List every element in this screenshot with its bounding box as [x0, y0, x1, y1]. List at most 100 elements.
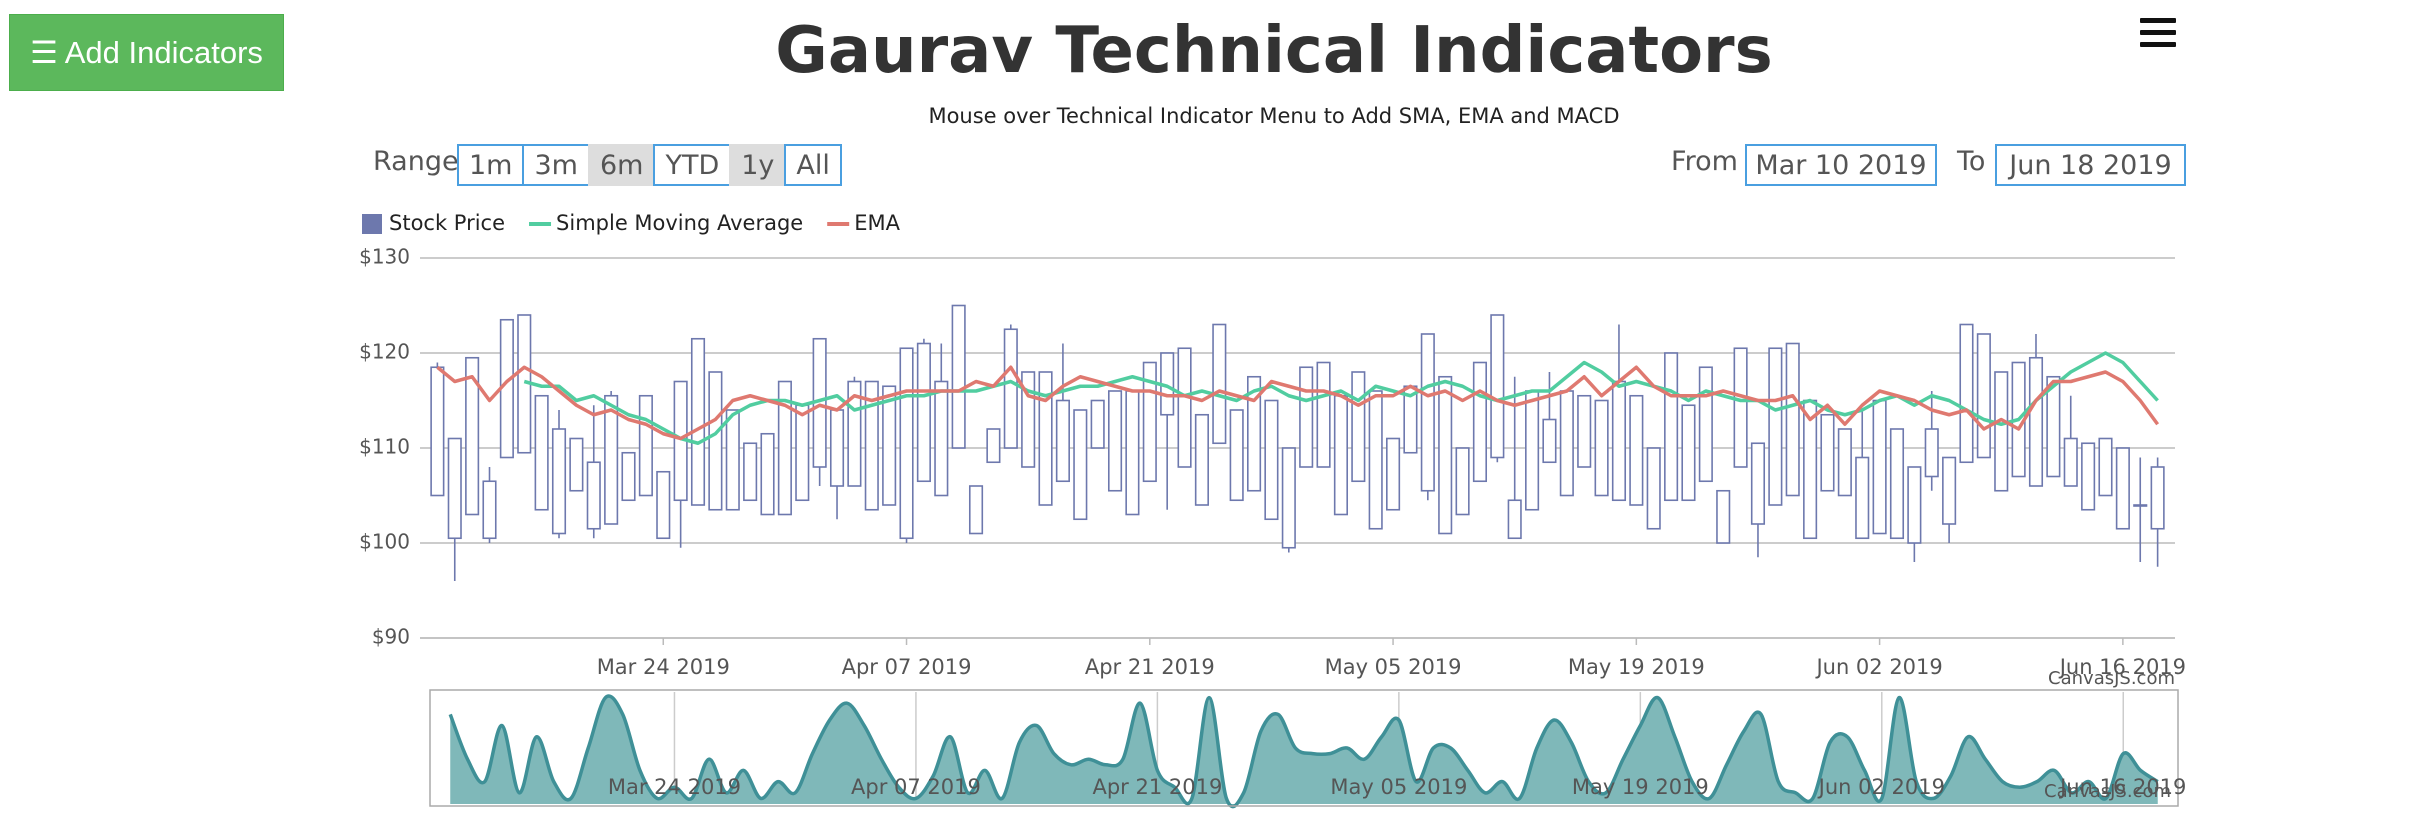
- x-tick-label: Jun 02 2019: [1814, 655, 1942, 679]
- x-tick-label: Apr 07 2019: [842, 655, 972, 679]
- navigator-tick-label: Apr 21 2019: [1092, 775, 1222, 799]
- y-tick-label: $130: [359, 245, 410, 269]
- candle-body: [1525, 390, 1540, 511]
- candle-body: [708, 371, 723, 511]
- candle-body: [1785, 342, 1800, 497]
- candle-body: [1559, 390, 1574, 497]
- candle-body: [986, 428, 1001, 464]
- x-tick-label: May 05 2019: [1325, 655, 1462, 679]
- candle-body: [1994, 371, 2009, 492]
- candle-body: [1264, 399, 1279, 521]
- candle-body: [1837, 428, 1852, 497]
- candle-body: [1664, 352, 1679, 502]
- candle-body: [1038, 371, 1053, 506]
- legend-label: Simple Moving Average: [556, 211, 803, 235]
- candle-body: [725, 409, 740, 511]
- candle-body: [1368, 390, 1383, 530]
- candle-body: [1490, 314, 1505, 459]
- legend-marker: [362, 214, 382, 234]
- range-button[interactable]: All: [784, 144, 842, 186]
- candle-body: [968, 485, 984, 535]
- y-tick-label: $100: [359, 530, 410, 554]
- candle-body: [1907, 466, 1922, 544]
- candle-body: [1872, 399, 1887, 535]
- candle-body: [777, 380, 792, 516]
- chart-title: Gaurav Technical Indicators: [775, 14, 1773, 88]
- candle-body: [2081, 442, 2096, 511]
- candle-body: [1681, 404, 1696, 502]
- candle-body: [1003, 328, 1018, 449]
- navigator-tick-label: May 05 2019: [1330, 775, 1467, 799]
- candle-body: [1542, 418, 1557, 464]
- range-button[interactable]: 1y: [729, 144, 787, 186]
- candle-body: [1125, 390, 1140, 516]
- candle-body: [604, 394, 619, 525]
- y-tick-label: $90: [372, 625, 410, 649]
- x-tick-label: Jun 16 2019: [2058, 655, 2186, 679]
- candle-body: [534, 394, 549, 511]
- candle-body: [1820, 413, 1835, 492]
- candle-body: [1247, 375, 1262, 492]
- candle-body: [2046, 375, 2061, 478]
- candle-body: [1333, 394, 1348, 516]
- candle-body: [569, 437, 584, 492]
- candle-body: [864, 380, 879, 511]
- candle-body: [2028, 356, 2044, 487]
- candle-body: [1299, 366, 1314, 468]
- navigator-tick-label: Mar 24 2019: [608, 775, 741, 799]
- candle-body: [1646, 447, 1661, 530]
- candle-body: [621, 451, 636, 502]
- from-input[interactable]: Mar 10 2019: [1745, 144, 1937, 186]
- candle-body: [1472, 361, 1488, 483]
- candle-body: [1594, 399, 1609, 497]
- series-line: [523, 351, 2159, 445]
- candle-body: [882, 385, 897, 506]
- navigator-tick-label: Apr 07 2019: [851, 775, 981, 799]
- range-button[interactable]: 6m: [587, 144, 656, 186]
- candle-body: [430, 366, 445, 497]
- candle-body: [795, 404, 810, 502]
- candle-body: [829, 409, 845, 487]
- candle-body: [1976, 333, 1991, 459]
- to-input[interactable]: Jun 18 2019: [1995, 144, 2186, 186]
- range-button[interactable]: YTD: [653, 144, 732, 186]
- range-button[interactable]: 1m: [457, 144, 525, 186]
- candle-body: [447, 437, 462, 540]
- candle-body: [1507, 499, 1522, 540]
- navigator-frame: [429, 689, 2179, 807]
- candle-body: [916, 342, 931, 483]
- candle-body: [2150, 466, 2165, 530]
- candle-body: [1107, 390, 1123, 492]
- x-tick-label: Mar 24 2019: [597, 655, 730, 679]
- candle-body: [760, 432, 775, 516]
- y-tick-label: $120: [359, 340, 410, 364]
- candle-body: [1733, 347, 1748, 468]
- range-button[interactable]: 3m: [522, 144, 590, 186]
- candle-body: [1177, 347, 1192, 468]
- add-indicators-button[interactable]: ☰ Add Indicators: [9, 14, 284, 91]
- y-tick-label: $110: [359, 435, 410, 459]
- candle-body: [1942, 456, 1957, 525]
- candle-body: [1090, 399, 1105, 449]
- candle-body: [1959, 323, 1974, 464]
- candle-body: [1194, 413, 1209, 506]
- candle-body: [1611, 380, 1627, 502]
- candle-body: [1316, 361, 1331, 468]
- candle-body: [1351, 371, 1366, 483]
- candle-body: [2063, 437, 2078, 487]
- candle-body: [2133, 504, 2148, 507]
- candle-body: [2098, 437, 2113, 497]
- candle-body: [551, 428, 567, 535]
- candle-body: [1924, 428, 1939, 478]
- menu-icon[interactable]: [2140, 18, 2176, 54]
- candle-body: [1420, 333, 1435, 492]
- candle-body: [656, 470, 671, 540]
- candle-body: [465, 356, 480, 516]
- candle-body: [1577, 394, 1592, 468]
- candle-body: [1629, 394, 1644, 506]
- candle-body: [1855, 456, 1870, 540]
- candle-body: [638, 394, 653, 497]
- navigator-tick-label: May 19 2019: [1572, 775, 1709, 799]
- x-tick-label: May 19 2019: [1568, 655, 1705, 679]
- candle-body: [899, 347, 914, 540]
